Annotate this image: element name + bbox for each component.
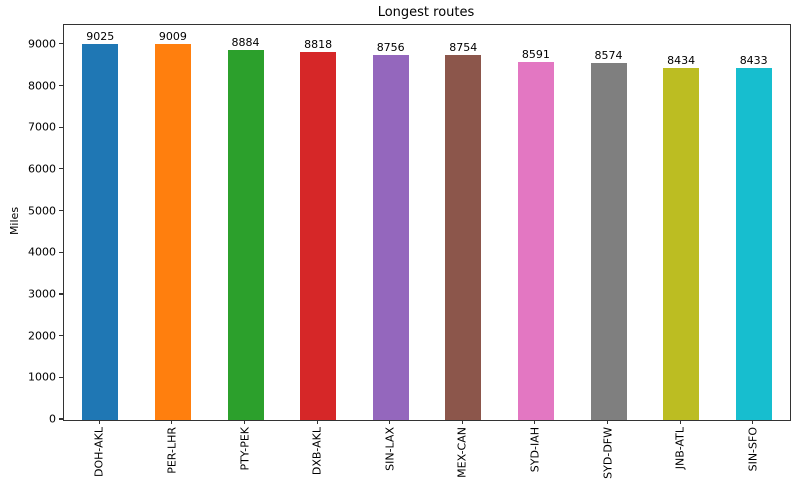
y-tick-mark (58, 209, 63, 212)
y-tick-mark (58, 418, 63, 420)
y-tick-label: 7000 (28, 120, 56, 134)
y-tick-label: 1000 (28, 370, 56, 384)
x-tick-label: SIN-LAX (383, 427, 397, 471)
y-tick-label: 4000 (28, 245, 56, 259)
y-tick-mark (58, 126, 63, 128)
x-tick-label: MEX-CAN (455, 427, 469, 478)
x-tick-label: SIN-SFO (746, 427, 760, 472)
y-axis-label: Miles (8, 206, 21, 236)
bar-MEX-CAN (445, 55, 482, 420)
bar-value-label: 8591 (521, 47, 550, 61)
y-tick-label: 9000 (28, 37, 56, 51)
bar-value-label: 8433 (739, 54, 768, 68)
x-tick-mark (389, 420, 391, 424)
y-tick-label: 5000 (28, 204, 56, 218)
y-tick-mark (58, 293, 63, 295)
y-tick-mark (58, 376, 63, 378)
y-tick-mark (58, 84, 63, 87)
bar-JNB-ATL (663, 68, 700, 420)
plot-area: 9025 9009 8884 8818 8756 8754 8591 8574 8434 8433 (63, 24, 791, 421)
x-tick-mark (752, 420, 754, 424)
x-tick-label: JNB-ATL (673, 427, 687, 470)
bar-SYD-DFW (590, 62, 627, 420)
x-tick-label: SYD-IAH (528, 427, 542, 473)
x-tick-mark (243, 420, 246, 424)
bar-value-label: 8756 (376, 41, 405, 55)
x-tick-label: PTY-PEK (238, 427, 251, 471)
x-tick-label: DXB-AKL (310, 427, 324, 476)
y-tick-label: 0 (49, 412, 56, 426)
y-tick-mark (58, 251, 63, 253)
chart-title: Longest routes (377, 5, 475, 20)
x-tick-mark (461, 420, 463, 424)
y-tick-label: 3000 (28, 287, 56, 301)
y-tick-mark (58, 335, 63, 337)
bar-SIN-LAX (372, 55, 409, 420)
bar-value-label: 8884 (231, 35, 260, 49)
bar-SIN-SFO (735, 68, 772, 420)
bar-DXB-AKL (300, 52, 337, 420)
bar-PER-LHR (154, 44, 191, 420)
bar-DOH-AKL (82, 43, 119, 420)
x-tick-mark (534, 420, 536, 424)
x-tick-mark (316, 420, 318, 424)
bar-value-label: 8754 (449, 41, 478, 55)
bar-PTY-PEK (227, 49, 264, 420)
y-tick-mark (58, 168, 63, 170)
y-tick-label: 2000 (28, 329, 56, 343)
y-tick-label: 8000 (28, 79, 56, 93)
bar-value-label: 8818 (304, 38, 333, 52)
x-tick-mark (171, 420, 173, 424)
bar-SYD-IAH (517, 61, 554, 420)
x-tick-mark (606, 420, 609, 424)
x-tick-mark (98, 420, 100, 424)
y-tick-mark (58, 43, 63, 45)
y-tick-label: 6000 (28, 162, 56, 176)
bar-value-label: 9025 (86, 29, 115, 43)
x-tick-label: DOH-AKL (92, 427, 106, 477)
bar-value-label: 8434 (667, 54, 696, 68)
bar-value-label: 9009 (158, 30, 187, 44)
x-tick-label: SYD-DFW (601, 427, 614, 479)
x-tick-label: PER-LHR (165, 427, 179, 474)
bar-value-label: 8574 (594, 48, 623, 62)
x-tick-mark (679, 420, 681, 424)
